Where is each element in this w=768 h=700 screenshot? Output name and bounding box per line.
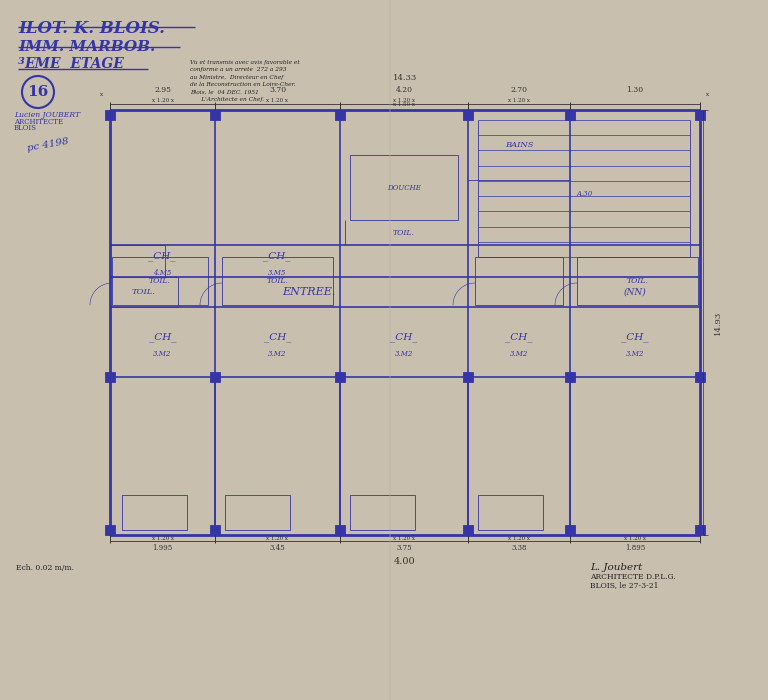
Bar [350, 495, 415, 530]
Text: pc 4198: pc 4198 [26, 137, 69, 153]
Text: TOIL.: TOIL. [627, 277, 648, 285]
Text: TOIL.: TOIL. [266, 277, 289, 285]
Bar [105, 110, 115, 120]
Text: 3.75: 3.75 [396, 544, 412, 552]
Text: 3: 3 [18, 57, 25, 66]
Bar [335, 372, 345, 382]
Bar [122, 495, 187, 530]
Bar [110, 277, 178, 307]
Text: ILOT. K. BLOIS.: ILOT. K. BLOIS. [18, 20, 165, 37]
Bar [105, 525, 115, 535]
Text: 3.38: 3.38 [511, 544, 527, 552]
Bar [112, 257, 208, 305]
Text: BLOIS: BLOIS [14, 124, 37, 132]
Bar [210, 372, 220, 382]
Text: _CH_: _CH_ [149, 332, 176, 342]
Text: 4.M5: 4.M5 [153, 269, 171, 277]
Text: IMM. MARBOB.: IMM. MARBOB. [18, 40, 155, 54]
Bar [565, 372, 575, 382]
Text: 3.M2: 3.M2 [154, 350, 172, 358]
Text: x 1.20 x: x 1.20 x [266, 536, 289, 540]
Text: x 1.20 x: x 1.20 x [624, 536, 646, 540]
Text: x 1.20 x: x 1.20 x [508, 536, 530, 540]
Bar [350, 155, 458, 220]
Bar [478, 495, 543, 530]
Text: x 1.20 x: x 1.20 x [508, 97, 530, 102]
Text: L. Joubert: L. Joubert [590, 563, 642, 572]
Bar [222, 257, 333, 305]
Text: 3.M2: 3.M2 [395, 350, 413, 358]
Bar [335, 525, 345, 535]
Bar [210, 110, 220, 120]
Text: _CH_: _CH_ [505, 332, 533, 342]
Text: _CH_: _CH_ [263, 332, 291, 342]
Text: BAINS: BAINS [505, 141, 533, 149]
Bar [695, 525, 705, 535]
Text: 3.70: 3.70 [269, 86, 286, 94]
Text: _CH_: _CH_ [390, 332, 418, 342]
Text: x 1.20 x: x 1.20 x [393, 536, 415, 540]
Bar [695, 110, 705, 120]
Text: 1.30: 1.30 [627, 86, 644, 94]
Text: TOIL.: TOIL. [132, 288, 156, 296]
Text: x 1.20 x: x 1.20 x [393, 97, 415, 102]
Text: _CH_: _CH_ [148, 251, 176, 261]
Text: BLOIS, le 27-3-21: BLOIS, le 27-3-21 [590, 581, 658, 589]
Bar [565, 525, 575, 535]
Text: x 1.20 x: x 1.20 x [266, 97, 289, 102]
Text: ENTREE.: ENTREE. [283, 287, 336, 297]
Text: 3.45: 3.45 [270, 544, 286, 552]
Text: x 1.20 x: x 1.20 x [151, 536, 174, 540]
Text: ARCHITECTE D.P.L.G.: ARCHITECTE D.P.L.G. [590, 573, 676, 581]
Text: 4.00: 4.00 [394, 557, 415, 566]
Bar [695, 372, 705, 382]
Text: DOUCHE: DOUCHE [387, 183, 421, 192]
Bar [105, 372, 115, 382]
Bar [225, 495, 290, 530]
Text: 3.M2: 3.M2 [268, 350, 286, 358]
Text: TOIL.: TOIL. [149, 277, 171, 285]
Text: _CH_: _CH_ [263, 251, 291, 261]
Bar [577, 257, 698, 305]
Text: x 1.50 x: x 1.50 x [393, 102, 415, 108]
Text: 1.995: 1.995 [152, 544, 173, 552]
Text: (NN): (NN) [624, 288, 647, 297]
Text: 3.M5: 3.M5 [268, 269, 286, 277]
Bar [335, 110, 345, 120]
Bar [475, 257, 563, 305]
Text: x: x [101, 92, 104, 97]
Text: 3.M2: 3.M2 [510, 350, 528, 358]
Text: 4.20: 4.20 [396, 86, 412, 94]
Text: x 1.20 x: x 1.20 x [151, 97, 174, 102]
Text: _CH_: _CH_ [621, 332, 649, 342]
Text: Vu et transmis avec avis favorable et
conforme a un arrete  272 a 293
au Ministr: Vu et transmis avec avis favorable et co… [190, 60, 300, 102]
Text: 2.95: 2.95 [154, 86, 171, 94]
Text: 16: 16 [28, 85, 48, 99]
Text: 14.33: 14.33 [393, 74, 417, 82]
Text: TOIL.: TOIL. [393, 229, 415, 237]
Bar [463, 110, 473, 120]
Text: A.30: A.30 [577, 190, 593, 198]
Text: ARCHITECTE: ARCHITECTE [14, 118, 63, 126]
Text: 3.M2: 3.M2 [626, 350, 644, 358]
Text: Ech. 0.02 m/m.: Ech. 0.02 m/m. [16, 564, 74, 572]
Bar [565, 110, 575, 120]
Bar [463, 525, 473, 535]
Text: Lucien JOUBERT: Lucien JOUBERT [14, 111, 80, 119]
Bar [463, 372, 473, 382]
Bar [210, 525, 220, 535]
Text: 1.895: 1.895 [625, 544, 645, 552]
Text: EME  ETAGE: EME ETAGE [24, 57, 124, 71]
Text: 14.93: 14.93 [714, 310, 722, 335]
Text: x: x [707, 92, 710, 97]
Text: 2.70: 2.70 [511, 86, 528, 94]
